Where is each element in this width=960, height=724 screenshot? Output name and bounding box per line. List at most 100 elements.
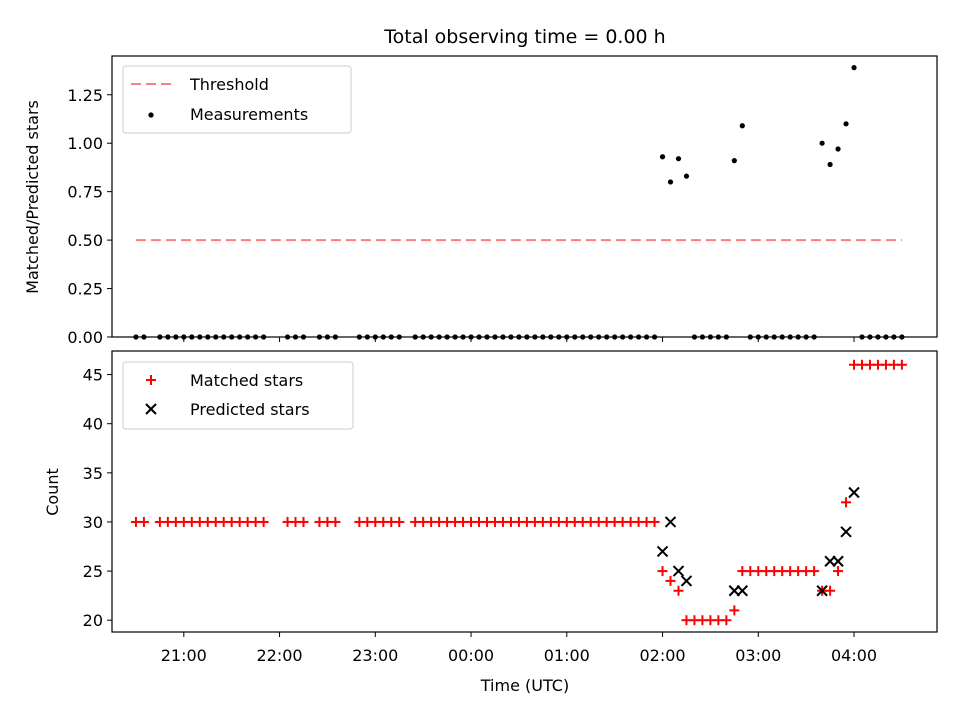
matched-star-point [330,516,341,527]
measurement-point [731,158,737,164]
matched-star-point [673,585,684,596]
measurement-point [747,334,753,340]
measurement-point [540,334,546,340]
measurement-point [643,334,650,340]
measurement-point [237,334,243,340]
measurement-point [651,334,658,340]
measurement-point [699,334,706,340]
bottom-legend-box [122,361,354,430]
measurement-point [484,334,490,340]
measurement-point [229,334,235,340]
matched-stars-points [130,359,907,626]
measurement-point [580,334,586,340]
measurement-point [516,334,522,340]
measurement-point [420,334,426,340]
measurement-point [572,334,578,340]
predicted-star-point [656,545,669,558]
measurement-point [157,334,163,340]
measurement-point [460,334,466,340]
measurement-point [173,334,179,340]
matched-star-point [657,566,668,577]
measurement-point [596,334,602,340]
measurement-point [165,334,171,340]
matched-star-point [825,585,836,596]
x-tick-label: 02:00 [639,646,685,665]
matched-star-point [665,575,676,586]
measurement-points [133,65,905,340]
matched-star-point [298,516,309,527]
measurement-point [675,156,682,162]
measurement-point [324,334,331,340]
y-tick-label: 45 [83,366,103,385]
x-tick-label: 23:00 [352,646,398,665]
x-tick-label: 04:00 [831,646,877,665]
legend-threshold-label: Threshold [189,75,269,94]
measurement-point [316,334,323,340]
y-tick-label: 0.50 [67,231,103,250]
measurement-point [787,334,793,340]
measurement-point [612,334,618,340]
measurement-point [524,334,530,340]
predicted-stars-points [656,486,860,597]
x-tick-label: 21:00 [161,646,207,665]
y-tick-label: 0.25 [67,280,103,299]
measurement-point [835,146,841,152]
measurement-point [476,334,482,340]
measurement-point [604,334,610,340]
matched-star-point [138,516,149,527]
measurement-point [819,140,825,146]
measurement-point [683,173,690,179]
measurement-point [396,334,402,340]
y-tick-label: 25 [83,562,103,581]
measurement-point [364,334,370,340]
measurement-point [628,334,634,340]
x-tick-label: 01:00 [544,646,590,665]
predicted-star-point [840,526,852,538]
measurement-point [859,334,865,340]
y-tick-label: 40 [83,415,103,434]
measurement-point [508,334,514,340]
measurement-point [388,334,394,340]
chart-title: Total observing time = 0.00 h [383,26,665,48]
measurement-point [843,121,849,127]
measurement-point [588,334,594,340]
measurement-point [260,334,267,340]
measurement-point [356,334,362,340]
bottom-x-ticks: 21:00 22:00 23:00 00:00 01:00 02:00 03:00 04:00 [161,632,877,665]
measurement-point [635,334,642,340]
measurement-point [492,334,498,340]
predicted-star-point [816,585,828,597]
top-y-ticks: 0.00 0.25 0.50 0.75 1.00 1.25 [67,86,112,347]
measurement-point [715,334,721,340]
measurement-point [620,334,626,340]
measurement-point [284,334,291,340]
top-x-ticks [183,337,855,342]
measurement-point [851,65,857,71]
measurement-point [253,334,259,340]
top-legend-box [122,65,352,134]
measurement-point [532,334,538,340]
matched-star-point [649,516,660,527]
measurement-point [763,334,769,340]
top-legend: Threshold Measurements [122,65,352,134]
bottom-plot-frame [111,350,938,633]
measurement-point [883,334,889,340]
matched-star-point [721,615,732,626]
measurement-point [221,334,227,340]
measurement-point [556,334,562,340]
predicted-star-point [672,565,685,577]
x-axis-label: Time (UTC) [480,676,569,695]
measurement-point [811,334,817,340]
measurement-point [500,334,506,340]
measurement-point [300,334,307,340]
y-tick-label: 30 [83,513,103,532]
measurement-point [707,334,714,340]
measurement-point [739,123,745,129]
predicted-star-point [736,585,749,597]
measurement-point [691,334,698,340]
top-panel: 0.00 0.25 0.50 0.75 1.00 1.25 Matched/Predict… [23,55,938,347]
predicted-star-point [848,486,860,499]
measurement-point [436,334,442,340]
y-tick-label: 20 [83,611,103,630]
